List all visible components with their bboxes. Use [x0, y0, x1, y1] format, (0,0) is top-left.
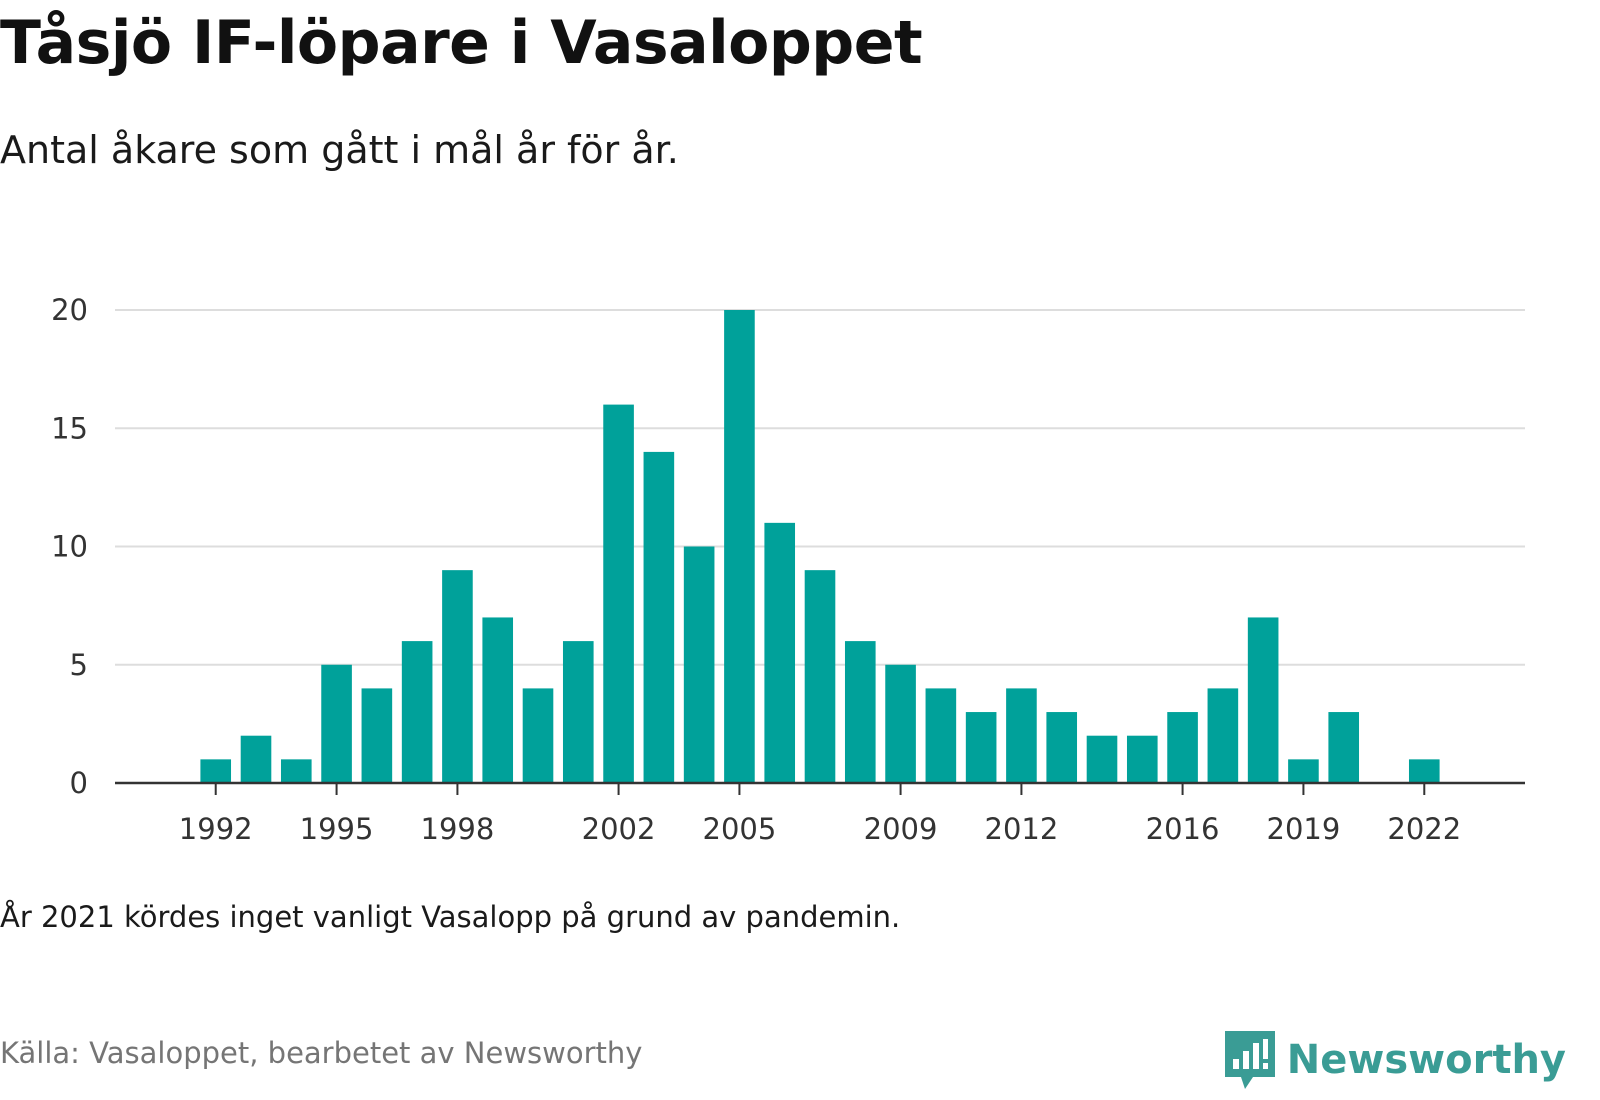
- bar-2017: [1207, 688, 1239, 783]
- bar-2015: [1126, 735, 1158, 783]
- bar-1995: [321, 664, 352, 783]
- x-tick-label: 2019: [1267, 812, 1341, 846]
- bar-2002: [603, 404, 634, 783]
- x-tick-label: 2002: [582, 812, 656, 846]
- bar-2004: [683, 546, 715, 783]
- bar-chart: 0 5 10 15 20 1992 1995 1998 2002 2005 2009 2012 201…: [51, 293, 1525, 846]
- y-tick-label: 5: [70, 648, 88, 682]
- bar-2003: [643, 451, 675, 783]
- bar-2010: [925, 688, 957, 783]
- bar-2005: [724, 310, 755, 783]
- bar-2012: [1006, 688, 1037, 783]
- x-tick-label: 1992: [179, 812, 253, 846]
- bar-2001: [562, 641, 594, 783]
- bar-1998: [442, 570, 473, 783]
- x-tick-label: 2009: [864, 812, 938, 846]
- bar-2018: [1247, 617, 1279, 783]
- x-axis-ticks: 1992 1995 1998 2002 2005 2009 2012 2016 2019 2022: [179, 783, 1461, 846]
- newsworthy-logo-icon: [1224, 1031, 1275, 1089]
- bar-1997: [401, 641, 433, 783]
- y-axis-ticks: 0 5 10 15 20: [51, 293, 88, 800]
- newsworthy-logo: Newsworthy: [1224, 1030, 1566, 1090]
- bar-2008: [844, 641, 876, 783]
- y-tick-label: 0: [70, 766, 88, 800]
- bar-1994: [280, 759, 312, 783]
- bar-2011: [965, 712, 997, 783]
- bars: [200, 310, 1440, 783]
- bar-1992: [200, 759, 232, 783]
- y-tick-label: 15: [51, 411, 88, 445]
- x-tick-label: 2012: [985, 812, 1059, 846]
- chart-subtitle: Antal åkare som gått i mål år för år.: [0, 128, 679, 172]
- bar-2009: [885, 664, 916, 783]
- x-tick-label: 2016: [1146, 812, 1220, 846]
- y-tick-label: 10: [51, 530, 88, 564]
- bar-2014: [1086, 735, 1118, 783]
- x-tick-label: 2022: [1387, 812, 1461, 846]
- bar-2006: [764, 522, 796, 783]
- bar-2016: [1167, 712, 1198, 783]
- x-tick-label: 2005: [703, 812, 777, 846]
- chart-title: Tåsjö IF-löpare i Vasaloppet: [0, 8, 923, 78]
- bar-2022: [1408, 759, 1440, 783]
- x-tick-label: 1998: [421, 812, 495, 846]
- chart-note: År 2021 kördes inget vanligt Vasalopp på…: [0, 900, 901, 934]
- bar-2019: [1288, 759, 1319, 783]
- source-text: Källa: Vasaloppet, bearbetet av Newswort…: [0, 1036, 643, 1070]
- bar-2000: [522, 688, 554, 783]
- brand-name: Newsworthy: [1286, 1037, 1566, 1083]
- bar-1993: [240, 735, 272, 783]
- bar-2020: [1328, 712, 1360, 783]
- y-tick-label: 20: [51, 293, 88, 327]
- x-tick-label: 1995: [300, 812, 374, 846]
- bar-2013: [1046, 712, 1078, 783]
- bar-1996: [361, 688, 393, 783]
- bar-1999: [482, 617, 514, 783]
- bar-2007: [804, 570, 836, 783]
